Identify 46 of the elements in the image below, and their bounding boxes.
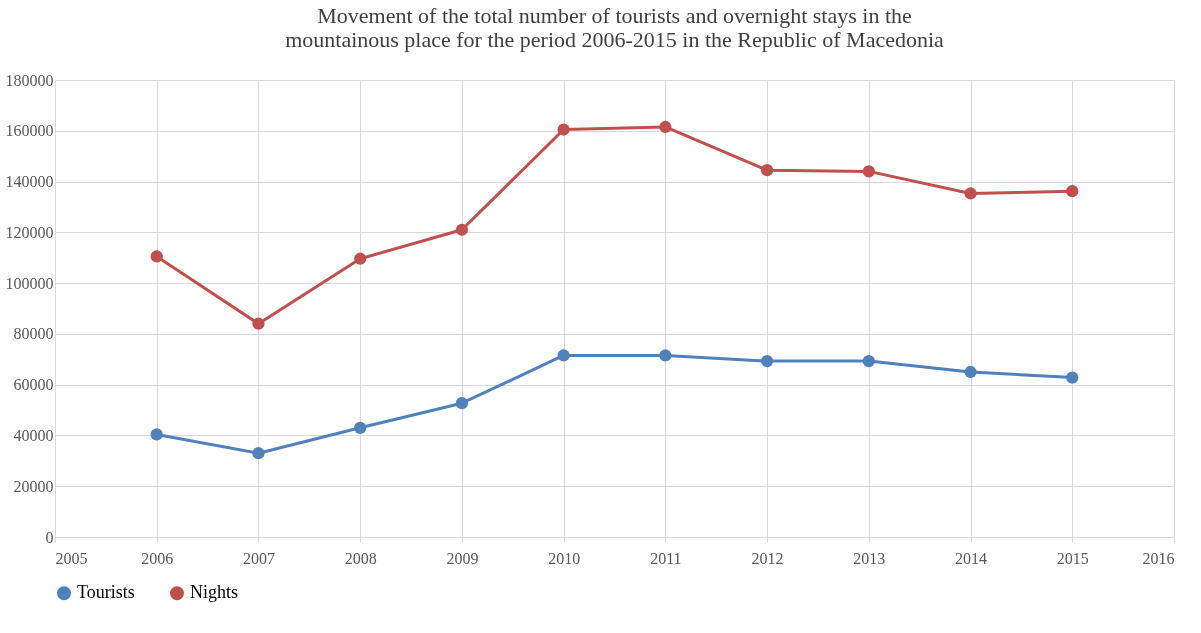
point: [964, 365, 977, 379]
x-tick-label: 2014: [955, 549, 988, 567]
point: [455, 397, 469, 410]
x-tick-label: 2007: [242, 549, 275, 567]
y-tick-label: 20000: [13, 477, 54, 495]
legend-label: Nights: [190, 582, 239, 603]
x-tick-label: 2010: [548, 549, 581, 567]
y-tick-label: 60000: [13, 376, 54, 394]
x-tick-label: 2012: [751, 549, 784, 567]
x-tick-label: 2015: [1056, 549, 1089, 567]
point: [760, 164, 774, 177]
x-tick-label: 2013: [853, 549, 886, 567]
point: [455, 223, 469, 236]
text: mountainous place for the period 2006-2015 in the Republic of Macedonia: [285, 27, 944, 52]
point: [150, 428, 163, 441]
point: [1066, 371, 1079, 384]
legend-label: Tourists: [77, 582, 135, 603]
y-tick-label: 120000: [5, 223, 54, 241]
point: [964, 187, 977, 200]
text: Movement of the total number of tourists and overnight stays in the: [317, 3, 912, 28]
point: [354, 421, 367, 434]
point: [659, 349, 672, 362]
x-tick-label: 2006: [141, 549, 174, 567]
y-tick-label: 140000: [5, 173, 54, 191]
y-tick-label: 180000: [5, 71, 54, 89]
point: [760, 354, 774, 368]
point: [1066, 185, 1079, 198]
point: [557, 349, 570, 362]
point: [557, 123, 570, 136]
point: [659, 120, 672, 134]
x-tick-label: 2011: [650, 549, 682, 567]
x-tick-label: 2008: [344, 549, 377, 567]
x-tick-label: 2016: [1142, 549, 1175, 567]
y-tick-label: 100000: [5, 274, 54, 292]
point: [862, 165, 875, 178]
point: [150, 250, 163, 263]
point: [252, 317, 265, 330]
y-tick-label: 160000: [5, 122, 54, 140]
y-tick-label: 40000: [13, 426, 54, 444]
point: [252, 447, 265, 460]
point: [862, 354, 875, 368]
point: [354, 252, 367, 265]
y-tick-label: 0: [45, 528, 54, 546]
x-tick-label: 2005: [55, 549, 88, 567]
x-tick-label: 2009: [446, 549, 479, 567]
y-tick-label: 80000: [13, 325, 54, 343]
